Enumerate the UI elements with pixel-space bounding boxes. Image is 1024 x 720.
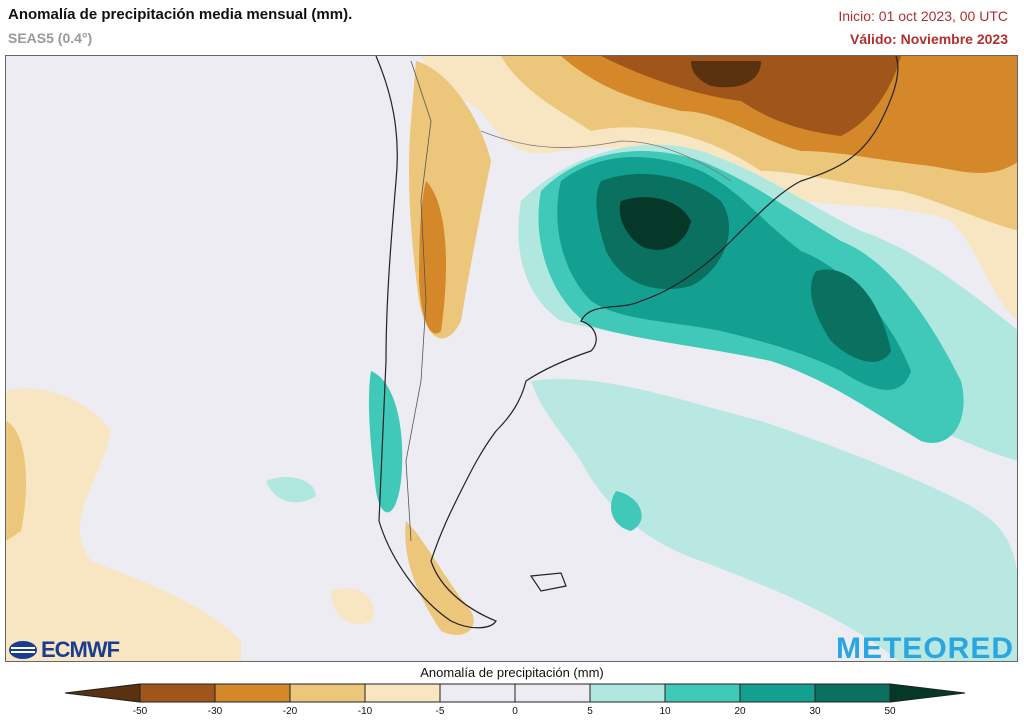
anomaly-area <box>6 421 26 541</box>
colorbar-tick-label: 5 <box>587 706 593 717</box>
country-border <box>480 130 732 182</box>
anomaly-area <box>531 379 1017 661</box>
map-title: Anomalía de precipitación media mensual … <box>8 6 353 23</box>
ecmwf-logo-text: ECMWF <box>41 637 120 662</box>
colorbar-tick-label: -10 <box>357 706 373 717</box>
meteored-logo: METEORED <box>835 632 1014 665</box>
colorbar-tick-label: 20 <box>734 706 746 717</box>
colorbar-segment <box>739 683 816 703</box>
anomaly-area <box>811 269 891 362</box>
colorbar <box>64 683 966 703</box>
model-subtitle: SEAS5 (0.4°) <box>8 30 93 46</box>
colorbar-segment <box>589 683 666 703</box>
colorbar-segment <box>664 683 741 703</box>
anomaly-area <box>331 588 374 625</box>
anomaly-area <box>691 61 761 88</box>
colorbar-tick-label: 0 <box>512 706 518 717</box>
colorbar-tick-label: -50 <box>132 706 148 717</box>
colorbar-segment <box>814 683 891 703</box>
falkland-islands <box>529 572 567 592</box>
colorbar-segment <box>364 683 441 703</box>
colorbar-tick-label: 10 <box>659 706 671 717</box>
anomaly-area <box>6 388 241 661</box>
anomaly-area <box>266 476 316 503</box>
anomaly-area <box>601 56 901 136</box>
colorbar-title: Anomalía de precipitación (mm) <box>420 665 604 680</box>
anomaly-area <box>619 197 691 250</box>
ecmwf-emblem-icon <box>9 641 37 659</box>
colorbar-segment <box>514 683 591 703</box>
country-border <box>405 60 432 542</box>
anomaly-area <box>611 491 642 531</box>
colorbar-segment <box>289 683 366 703</box>
anomaly-area <box>368 371 403 513</box>
precipitation-anomaly-map <box>5 55 1018 662</box>
colorbar-segment <box>439 683 516 703</box>
valid-date: Válido: Noviembre 2023 <box>850 31 1008 47</box>
colorbar-tick-label: 30 <box>809 706 821 717</box>
init-date: Inicio: 01 oct 2023, 00 UTC <box>838 8 1008 24</box>
colorbar-tick-label: -5 <box>435 706 445 717</box>
continent-outline <box>375 56 899 629</box>
colorbar-segment <box>139 683 216 703</box>
colorbar-tick-label: -20 <box>282 706 298 717</box>
colorbar-arrow-right <box>889 683 966 703</box>
colorbar-tick-label: -30 <box>207 706 223 717</box>
colorbar-arrow-left <box>64 683 141 703</box>
ecmwf-logo: ECMWF <box>8 637 120 663</box>
colorbar-segment <box>214 683 291 703</box>
colorbar-tick-label: 50 <box>884 706 896 717</box>
